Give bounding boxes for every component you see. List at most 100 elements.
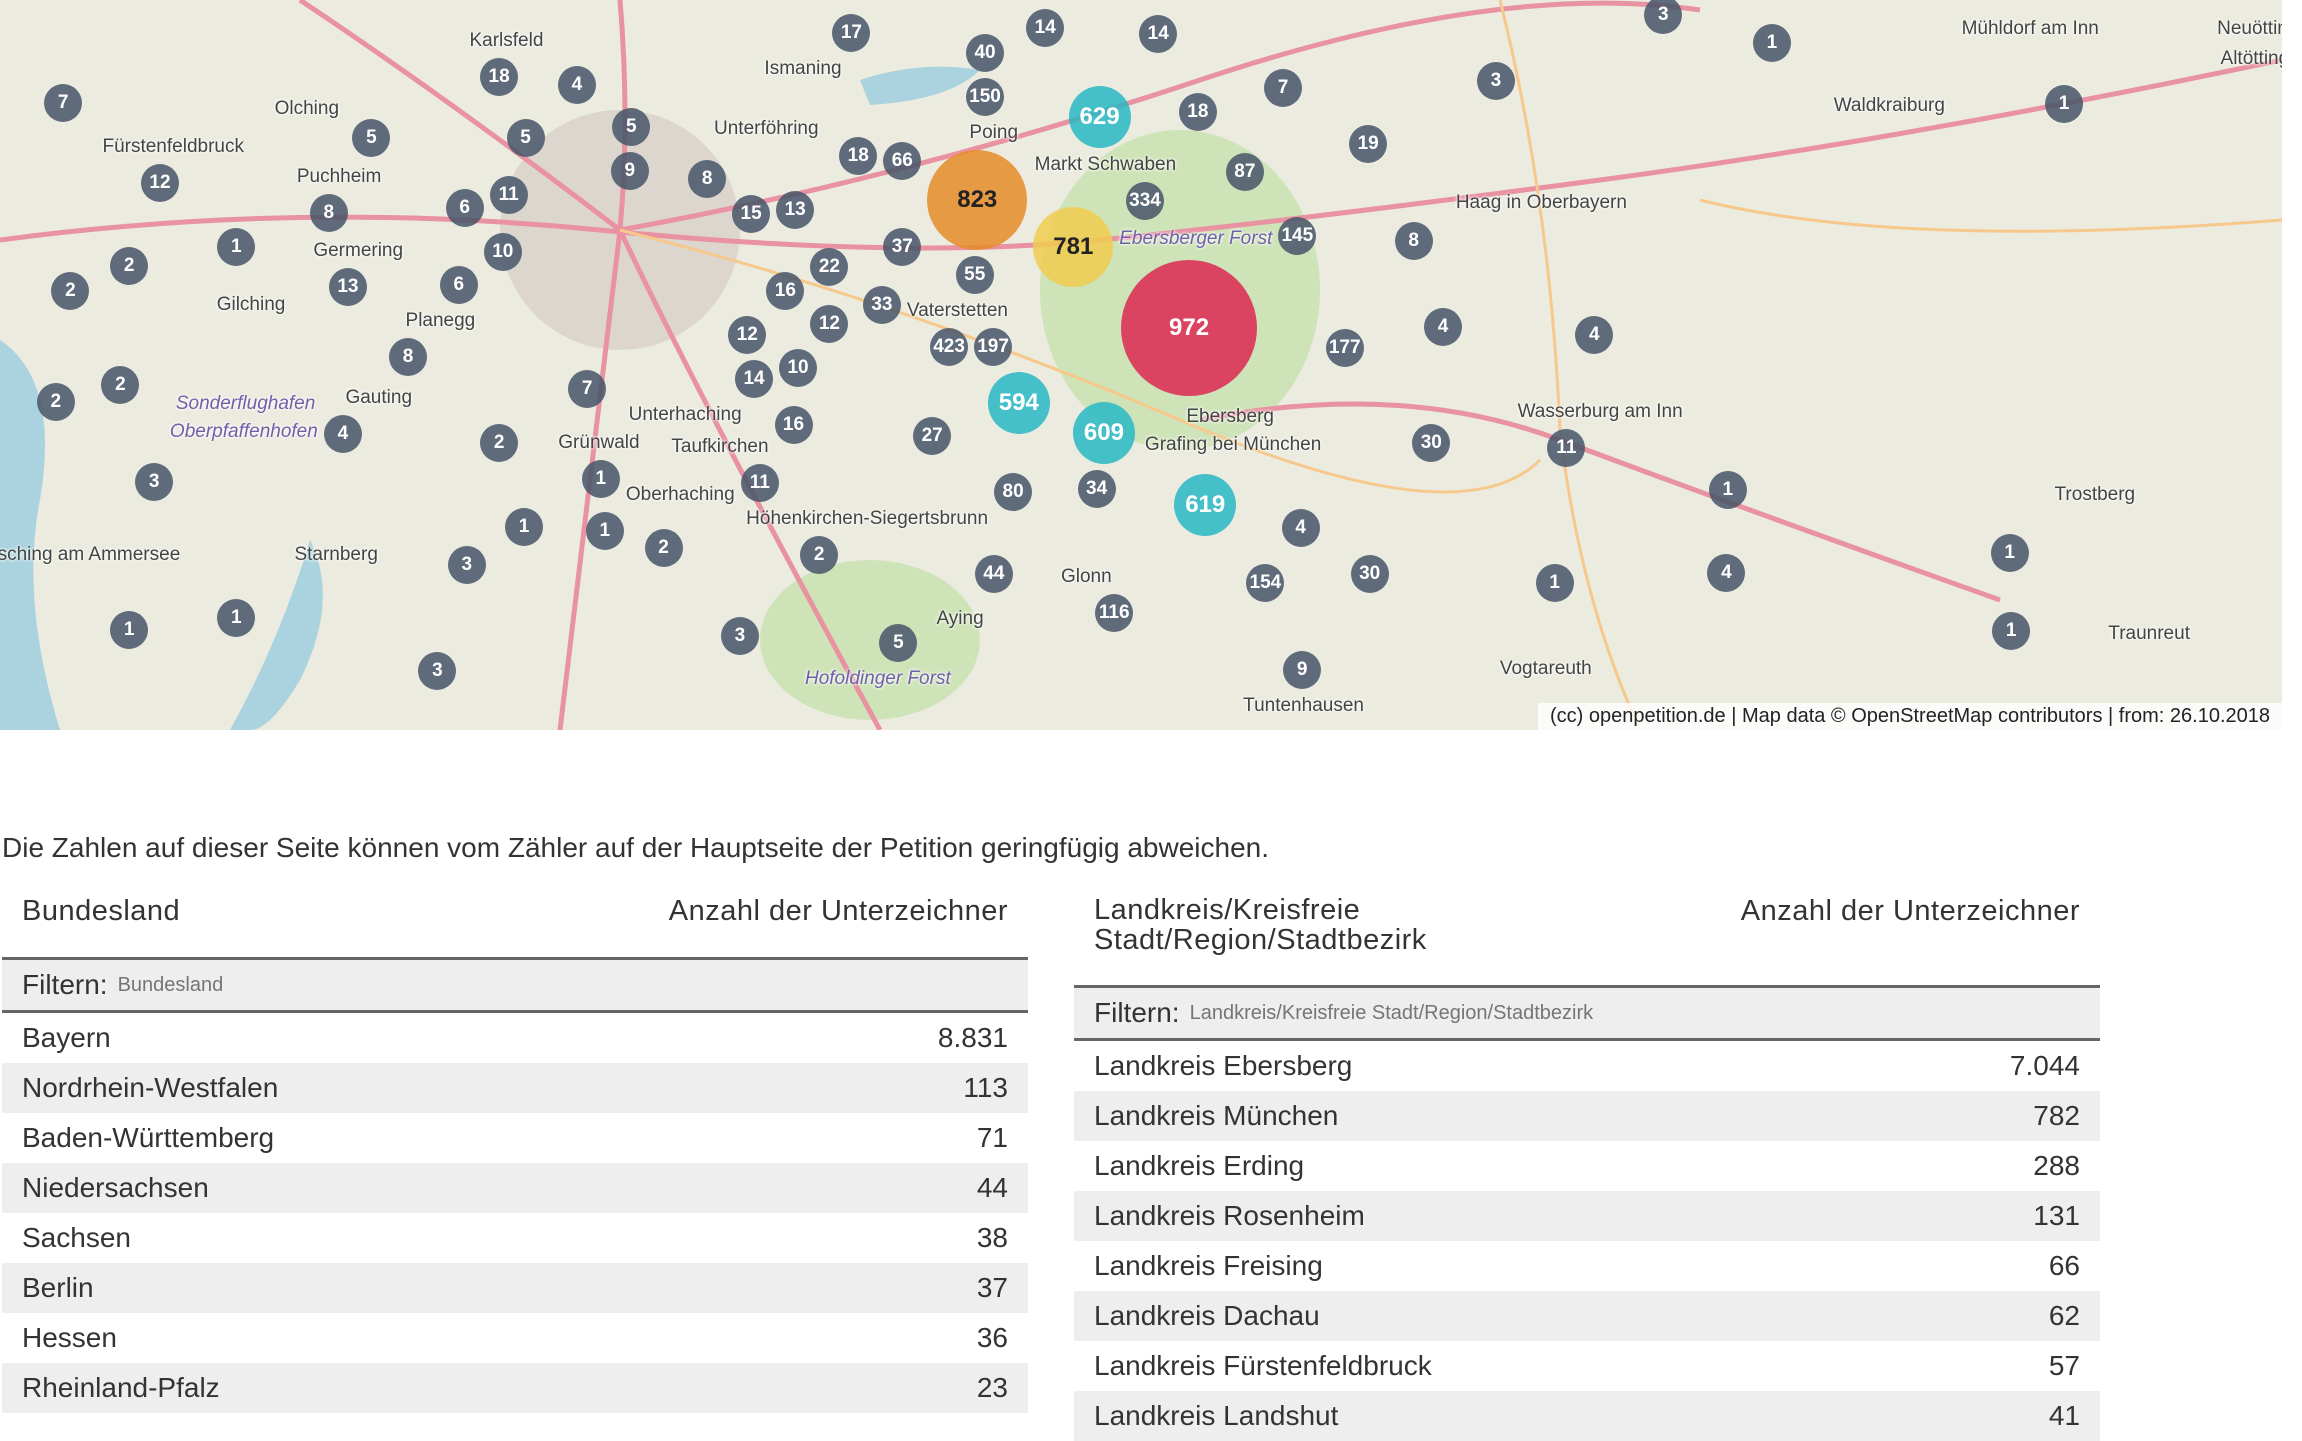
marker-cluster[interactable]: 5 (879, 623, 918, 662)
marker-cluster[interactable]: 10 (483, 232, 522, 271)
marker-cluster[interactable]: 8 (1394, 221, 1433, 260)
marker-cluster[interactable]: 2 (51, 271, 90, 310)
marker-cluster[interactable]: 13 (328, 267, 367, 306)
marker-cluster[interactable]: 594 (987, 371, 1050, 434)
marker-cluster[interactable]: 9 (1283, 650, 1322, 689)
table-row[interactable]: Landkreis Erding 288 (1074, 1141, 2100, 1191)
marker-cluster[interactable]: 5 (352, 118, 391, 157)
marker-cluster[interactable]: 17 (832, 14, 871, 53)
marker-cluster[interactable]: 4 (557, 66, 596, 105)
marker-cluster[interactable]: 9 (610, 152, 649, 190)
col-header-count[interactable]: Anzahl der Unterzeichner (1740, 895, 2080, 927)
marker-cluster[interactable]: 1 (1992, 612, 2031, 651)
marker-cluster[interactable]: 1 (1752, 23, 1791, 62)
marker-cluster[interactable]: 66 (883, 142, 922, 181)
marker-cluster[interactable]: 3 (1644, 0, 1683, 34)
marker-cluster[interactable]: 7 (1264, 69, 1303, 108)
marker-cluster[interactable]: 8 (389, 338, 428, 377)
marker-cluster[interactable]: 30 (1350, 554, 1389, 593)
marker-cluster[interactable]: 4 (1281, 509, 1320, 548)
marker-cluster[interactable]: 4 (1707, 553, 1746, 592)
table-row[interactable]: Niedersachsen 44 (2, 1163, 1028, 1213)
marker-cluster[interactable]: 19 (1349, 124, 1388, 163)
marker-cluster[interactable]: 16 (774, 405, 813, 444)
marker-cluster[interactable]: 619 (1174, 473, 1237, 536)
marker-cluster[interactable]: 3 (447, 546, 486, 585)
marker-cluster[interactable]: 4 (1575, 315, 1614, 354)
marker-cluster[interactable]: 18 (1178, 92, 1217, 131)
marker-cluster[interactable]: 18 (480, 57, 519, 96)
marker-cluster[interactable]: 3 (135, 462, 174, 501)
marker-cluster[interactable]: 2 (480, 424, 519, 463)
marker-cluster[interactable]: 80 (994, 472, 1033, 511)
marker-cluster[interactable]: 2 (36, 383, 75, 422)
marker-cluster[interactable]: 7 (44, 83, 83, 122)
marker-cluster[interactable]: 18 (839, 136, 878, 175)
marker-cluster[interactable]: 629 (1068, 86, 1131, 149)
map-attribution[interactable]: (cc) openpetition.de | Map data © OpenSt… (1538, 703, 2282, 730)
marker-cluster[interactable]: 8 (688, 160, 727, 199)
marker-cluster[interactable]: 12 (141, 164, 179, 203)
marker-cluster[interactable]: 11 (489, 176, 528, 215)
marker-cluster[interactable]: 116 (1095, 593, 1134, 632)
table-row[interactable]: Rheinland-Pfalz 23 (2, 1363, 1028, 1413)
marker-cluster[interactable]: 1 (217, 227, 256, 266)
table-row[interactable]: Hessen 36 (2, 1313, 1028, 1363)
marker-cluster[interactable]: 40 (966, 33, 1005, 72)
marker-cluster[interactable]: 14 (735, 360, 774, 399)
marker-cluster[interactable]: 1 (585, 512, 624, 551)
marker-cluster[interactable]: 5 (612, 107, 651, 146)
marker-cluster[interactable]: 2 (110, 246, 149, 285)
marker-cluster[interactable]: 823 (927, 149, 1028, 250)
marker-cluster[interactable]: 423 (930, 327, 969, 366)
marker-cluster[interactable]: 150 (966, 77, 1005, 116)
marker-cluster[interactable]: 87 (1225, 152, 1264, 191)
marker-cluster[interactable]: 1 (217, 599, 256, 638)
marker-cluster[interactable]: 4 (1424, 308, 1463, 347)
marker-cluster[interactable]: 177 (1325, 328, 1364, 367)
map[interactable]: Karlsfeld Ismaning Unterföhring Olching Fürs… (0, 0, 2282, 730)
marker-cluster[interactable]: 1 (505, 508, 544, 546)
marker-cluster[interactable]: 11 (740, 463, 779, 502)
marker-cluster[interactable]: 15 (732, 195, 771, 234)
marker-cluster[interactable]: 609 (1072, 401, 1135, 464)
marker-cluster[interactable]: 22 (810, 248, 849, 287)
marker-cluster[interactable]: 4 (323, 415, 362, 454)
marker-cluster[interactable]: 27 (913, 416, 952, 455)
table-row[interactable]: Landkreis Fürstenfeldbruck 57 (1074, 1341, 2100, 1391)
marker-cluster[interactable]: 2 (800, 535, 839, 574)
marker-cluster[interactable]: 781 (1033, 206, 1114, 287)
marker-cluster[interactable]: 1 (2045, 85, 2083, 124)
marker-cluster[interactable]: 12 (810, 305, 849, 344)
table-row[interactable]: Nordrhein-Westfalen 113 (2, 1063, 1028, 1113)
marker-cluster[interactable]: 1 (110, 610, 149, 649)
marker-cluster[interactable]: 37 (883, 227, 922, 266)
marker-cluster[interactable]: 14 (1139, 14, 1178, 53)
district-filter-input[interactable] (1187, 1000, 1992, 1026)
marker-cluster[interactable]: 34 (1077, 469, 1116, 508)
table-row[interactable]: Landkreis Dachau 62 (1074, 1291, 2100, 1341)
col-header-district[interactable]: Landkreis/Kreisfreie Stadt/Region/Stadtb… (1094, 895, 1427, 985)
marker-cluster[interactable]: 10 (779, 349, 818, 388)
marker-cluster[interactable]: 1 (1535, 563, 1574, 602)
table-row[interactable]: Baden-Württemberg 71 (2, 1113, 1028, 1163)
state-filter-input[interactable] (115, 972, 920, 998)
marker-cluster[interactable]: 5 (506, 118, 545, 157)
marker-cluster[interactable]: 6 (445, 188, 484, 227)
marker-cluster[interactable]: 16 (766, 272, 805, 311)
marker-cluster[interactable]: 197 (974, 327, 1013, 366)
col-header-state[interactable]: Bundesland (22, 895, 181, 927)
table-row[interactable]: Landkreis München 782 (1074, 1091, 2100, 1141)
marker-cluster[interactable]: 33 (862, 286, 901, 325)
marker-cluster[interactable]: 154 (1246, 563, 1285, 602)
marker-cluster[interactable]: 13 (776, 190, 815, 229)
marker-cluster[interactable]: 145 (1278, 217, 1317, 256)
marker-cluster[interactable]: 3 (1476, 61, 1515, 100)
marker-cluster[interactable]: 8 (309, 193, 348, 232)
marker-cluster[interactable]: 11 (1547, 429, 1586, 468)
marker-cluster[interactable]: 972 (1121, 259, 1258, 396)
marker-cluster[interactable]: 1 (1708, 471, 1747, 510)
marker-cluster[interactable]: 44 (974, 554, 1013, 593)
marker-cluster[interactable]: 55 (955, 255, 994, 294)
marker-cluster[interactable]: 3 (418, 651, 457, 690)
